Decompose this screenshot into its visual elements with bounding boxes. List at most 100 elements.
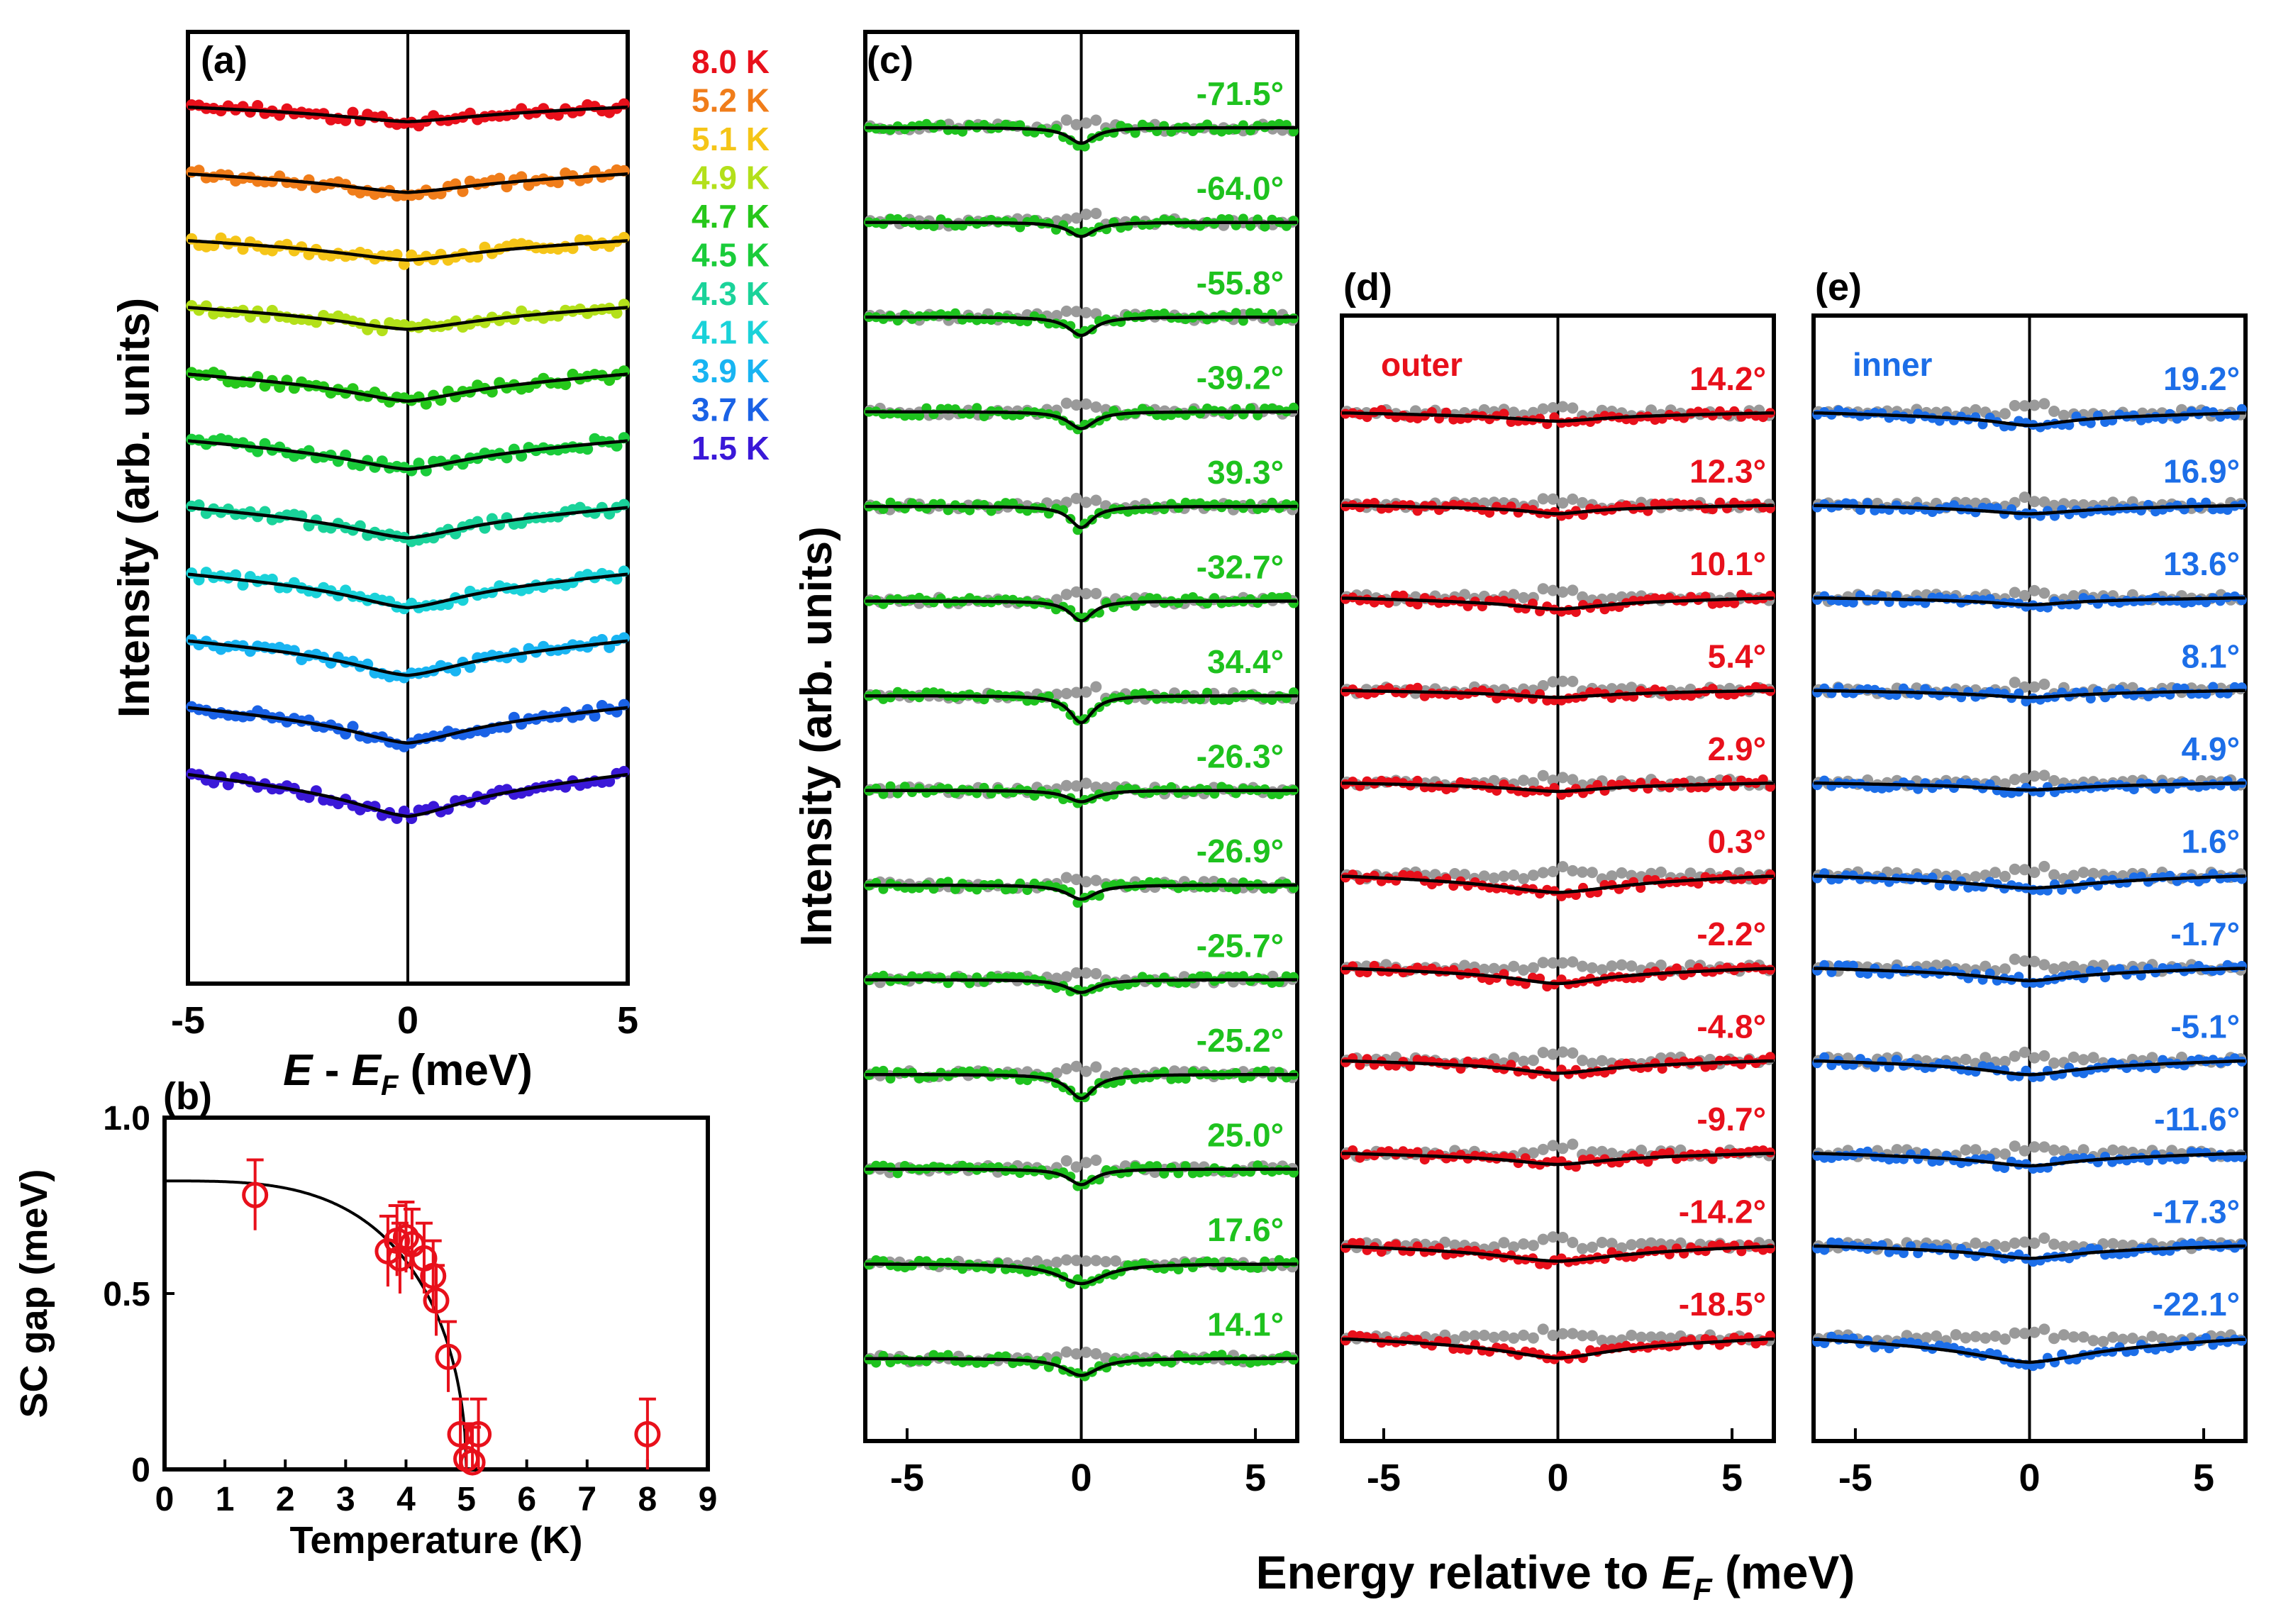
reference-point [1050, 1257, 1062, 1268]
reference-point [1537, 769, 1549, 782]
panel-c-spectrum [864, 492, 1299, 535]
reference-point [2038, 1232, 2050, 1244]
reference-point [1567, 493, 1579, 505]
reference-point [2048, 406, 2060, 417]
reference-point [1989, 1330, 2002, 1342]
reference-point [2058, 1240, 2070, 1252]
data-point [1245, 308, 1255, 318]
panel-c-angle-label: 25.0° [1207, 1117, 1284, 1154]
panel-a-spectrum [186, 98, 630, 132]
reference-point [1100, 1352, 1112, 1364]
panel-a-label: (a) [201, 39, 248, 82]
reference-point [1060, 305, 1072, 317]
reference-point [1090, 1348, 1102, 1359]
panel-d-angle-label: 12.3° [1689, 453, 1766, 490]
reference-point [1999, 1333, 2011, 1345]
legend-label-37K: 3.7 K [692, 391, 770, 428]
reference-point [1999, 870, 2011, 882]
reference-point [2038, 959, 2050, 971]
panel-d-angle-label: -9.7° [1697, 1101, 1766, 1138]
legend-label-80K: 8.0 K [692, 43, 770, 80]
reference-point [1060, 688, 1072, 699]
data-point [391, 249, 403, 261]
reference-point [2087, 1335, 2099, 1347]
reference-point [2038, 860, 2050, 872]
legend-label-41K: 4.1 K [692, 314, 770, 351]
panel-e-angle-label: 16.9° [2163, 453, 2240, 490]
data-point [979, 411, 989, 421]
reference-point [2038, 678, 2050, 690]
fit-curve [865, 789, 1297, 803]
panel-c-spectrum [864, 872, 1299, 908]
reference-point [1567, 584, 1579, 596]
reference-point [1100, 500, 1112, 512]
reference-point [1498, 870, 1510, 882]
data-point [1159, 308, 1170, 318]
reference-point [2009, 1238, 2021, 1249]
reference-point [2028, 399, 2041, 411]
reference-point [1518, 591, 1530, 604]
xlabel-E-F: E [352, 1046, 382, 1095]
panel-c-xtick-label: 5 [1245, 1457, 1266, 1499]
reference-point [2107, 1238, 2119, 1250]
reference-point [1547, 1140, 1559, 1152]
panel-a-spectrum [186, 499, 630, 547]
panel-d-xtick-label: 0 [1547, 1457, 1568, 1499]
reference-point [1616, 867, 1628, 879]
reference-point [1547, 1048, 1559, 1060]
data-point [871, 1357, 882, 1368]
data-point [1000, 498, 1011, 508]
reference-point [1596, 1055, 1608, 1067]
fit-curve [865, 1167, 1297, 1186]
reference-point [2019, 1046, 2031, 1058]
fit-curve [865, 978, 1297, 994]
data-point [885, 781, 896, 791]
reference-point [1090, 588, 1102, 599]
panel-d-angle-label: 10.1° [1689, 545, 1766, 582]
reference-point [1596, 1237, 1608, 1248]
reference-point [1518, 1329, 1530, 1341]
reference-point [1080, 398, 1092, 410]
panel-c-ylabel: Intensity (arb. units) [792, 526, 841, 946]
reference-point [1080, 588, 1092, 600]
panel-c-angle-label: -32.7° [1197, 549, 1284, 586]
reference-point [1557, 957, 1569, 969]
reference-point [1547, 676, 1559, 688]
reference-point [1537, 403, 1549, 415]
panel-d-xtick-label: -5 [1367, 1457, 1401, 1499]
reference-point [2028, 1141, 2041, 1153]
reference-point [1537, 1323, 1549, 1335]
reference-point [1090, 1255, 1102, 1267]
reference-point [1070, 212, 1082, 224]
reference-point [2009, 677, 2021, 689]
data-point [878, 970, 889, 981]
shared-xlabel-prefix: Energy relative to [1256, 1546, 1662, 1598]
panel-e-angle-label: 1.6° [2182, 823, 2240, 860]
xlabel-subscript: F [381, 1070, 399, 1101]
panel-c-label: (c) [867, 39, 914, 82]
panel-e-xtick-label: 5 [2193, 1457, 2214, 1499]
reference-point [1527, 1332, 1539, 1344]
fit-curve [187, 105, 628, 123]
data-point [347, 106, 359, 118]
reference-point [1060, 589, 1072, 601]
reference-point [1626, 960, 1638, 972]
reference-point [2048, 963, 2060, 975]
reference-point [1100, 782, 1112, 794]
panel-e-angle-label: -17.3° [2153, 1194, 2240, 1230]
reference-point [1468, 1330, 1480, 1342]
fit-curve [187, 506, 628, 540]
panel-e-angle-label: 4.9° [2182, 730, 2240, 767]
reference-point [1989, 867, 2002, 879]
panel-a-xtick-label: 0 [397, 999, 418, 1042]
reference-point [2009, 774, 2021, 786]
panel-c-angle-label: 34.4° [1207, 643, 1284, 680]
reference-point [1080, 1157, 1092, 1169]
reference-point [2019, 1236, 2031, 1248]
reference-point [1547, 493, 1559, 505]
reference-point [1960, 1332, 1972, 1344]
reference-point [1527, 962, 1539, 974]
reference-point [1980, 1332, 1992, 1344]
panel-e-xtick-label: -5 [1838, 1457, 1872, 1499]
